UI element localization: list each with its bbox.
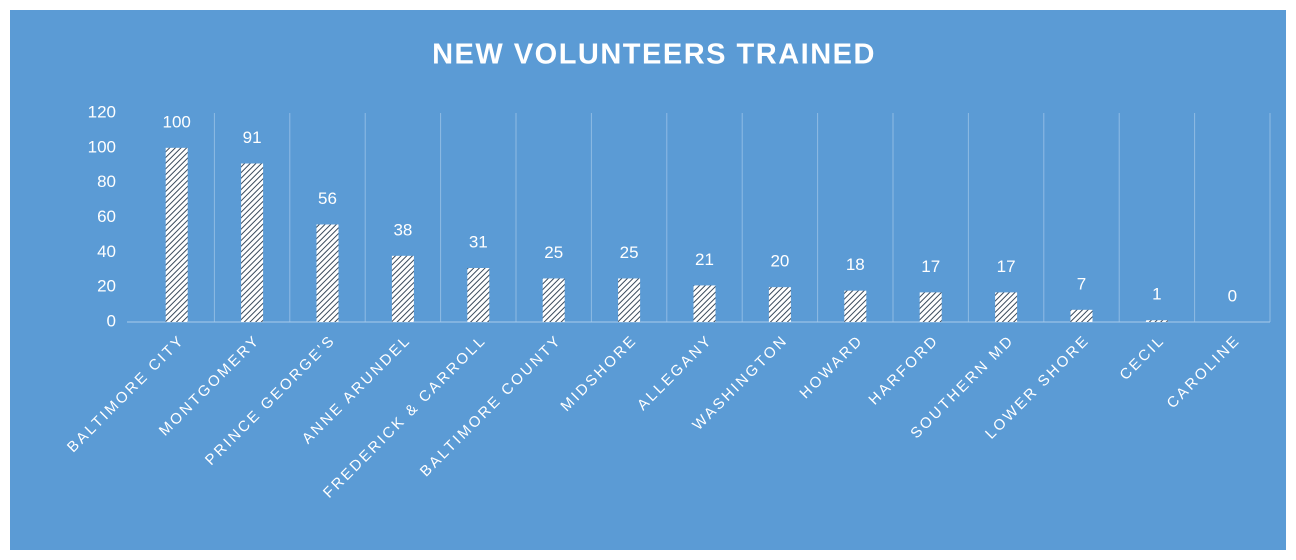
- y-tick-label: 20: [97, 277, 116, 296]
- y-tick-label: 80: [97, 172, 116, 191]
- y-tick-label: 40: [97, 242, 116, 261]
- data-label: 91: [243, 128, 262, 147]
- bar: [1070, 309, 1093, 322]
- data-label: 100: [163, 112, 191, 131]
- data-label: 20: [770, 252, 789, 271]
- bar: [768, 287, 791, 322]
- bar: [241, 163, 264, 322]
- bar: [693, 285, 716, 322]
- y-tick-label: 0: [107, 311, 116, 330]
- bar: [467, 268, 490, 322]
- y-tick-label: 120: [88, 102, 116, 121]
- y-tick-label: 100: [88, 137, 116, 156]
- data-label: 25: [620, 243, 639, 262]
- data-label: 1: [1152, 285, 1161, 304]
- bar: [316, 224, 339, 322]
- data-label: 31: [469, 232, 488, 251]
- bar: [618, 278, 641, 322]
- bar: [391, 255, 414, 322]
- data-label: 38: [393, 220, 412, 239]
- bar: [995, 292, 1018, 322]
- data-label: 7: [1077, 274, 1086, 293]
- bar: [1145, 320, 1168, 322]
- data-label: 56: [318, 189, 337, 208]
- y-tick-label: 60: [97, 207, 116, 226]
- chart-background: [10, 10, 1286, 550]
- data-label: 21: [695, 250, 714, 269]
- bar: [542, 278, 565, 322]
- bar: [165, 147, 188, 322]
- data-label: 0: [1228, 286, 1237, 305]
- chart-title: NEW VOLUNTEERS TRAINED: [432, 39, 876, 71]
- data-label: 17: [997, 257, 1016, 276]
- data-label: 18: [846, 255, 865, 274]
- bar: [844, 290, 867, 322]
- data-label: 25: [544, 243, 563, 262]
- data-label: 17: [921, 257, 940, 276]
- bar: [919, 292, 942, 322]
